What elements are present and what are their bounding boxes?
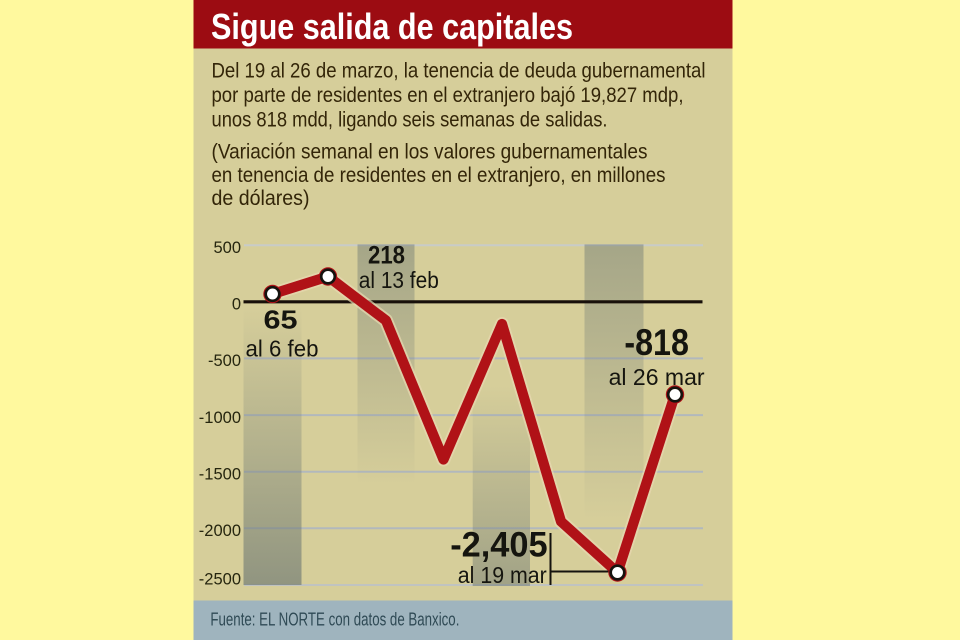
- svg-text:al 26 mar: al 26 mar: [609, 364, 705, 390]
- svg-text:-2000: -2000: [199, 522, 241, 540]
- svg-text:-1000: -1000: [199, 409, 241, 427]
- svg-text:218: 218: [368, 242, 405, 270]
- svg-text:-1500: -1500: [199, 465, 241, 483]
- svg-text:0: 0: [232, 296, 241, 314]
- svg-text:en tenencia de residentes en e: en tenencia de residentes en el extranje…: [212, 163, 666, 187]
- svg-text:Fuente: EL NORTE con datos de: Fuente: EL NORTE con datos de Banxico.: [210, 610, 459, 630]
- svg-text:-818: -818: [624, 322, 689, 363]
- svg-text:500: 500: [213, 239, 241, 257]
- svg-text:unos 818 mdd, ligando seis sem: unos 818 mdd, ligando seis semanas de sa…: [212, 108, 608, 132]
- svg-text:-2500: -2500: [199, 570, 241, 588]
- svg-text:Sigue salida de capitales: Sigue salida de capitales: [211, 6, 573, 47]
- svg-text:al 6 feb: al 6 feb: [246, 336, 319, 362]
- svg-text:Del 19 al 26 de marzo, la tene: Del 19 al 26 de marzo, la tenencia de de…: [212, 59, 706, 83]
- svg-text:65: 65: [264, 304, 298, 334]
- svg-text:-2,405: -2,405: [450, 526, 548, 565]
- svg-text:(Variación semanal en los valo: (Variación semanal en los valores gubern…: [212, 140, 648, 164]
- svg-text:-500: -500: [208, 352, 241, 370]
- svg-text:al 13 feb: al 13 feb: [359, 267, 439, 293]
- svg-text:de dólares): de dólares): [212, 186, 310, 210]
- svg-text:por parte de residentes en el: por parte de residentes en el extranjero…: [212, 83, 684, 107]
- svg-text:al 19 mar: al 19 mar: [458, 562, 547, 588]
